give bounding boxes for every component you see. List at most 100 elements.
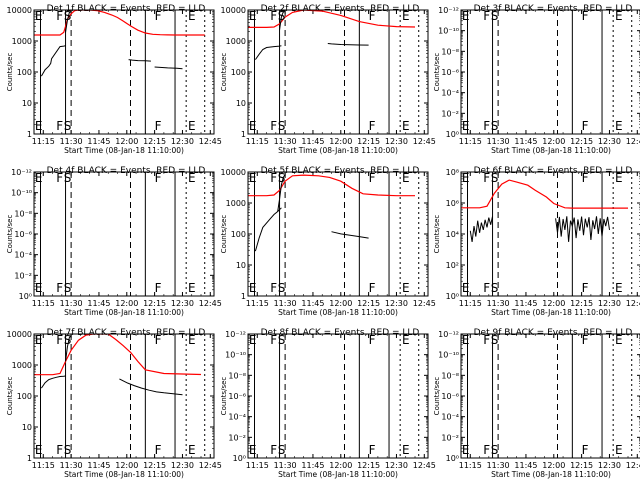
chart-panel-7: Det 7f BLACK = Events, RED = LLD 1 10 100 10… bbox=[6, 328, 222, 479]
interval-marker-label-2: F bbox=[270, 119, 277, 133]
events-series-line-4 bbox=[128, 59, 151, 62]
y-tick-label: 10⁻⁶ bbox=[228, 392, 246, 401]
x-tick-label: 11:45 bbox=[301, 299, 324, 308]
x-tick-label: 12:15 bbox=[143, 461, 166, 470]
x-tick-label: 12:15 bbox=[570, 137, 593, 146]
x-tick-label: 12:30 bbox=[171, 461, 194, 470]
y-tick-label: 10000 bbox=[7, 6, 32, 15]
plot-frame bbox=[247, 333, 429, 459]
x-tick-label: 11:30 bbox=[487, 137, 510, 146]
x-tick-label: 11:15 bbox=[32, 461, 55, 470]
x-tick-label: 12:45 bbox=[199, 461, 222, 470]
x-tick-label: 11:15 bbox=[459, 461, 482, 470]
x-tick-label: 12:00 bbox=[115, 137, 138, 146]
interval-marker-label-top-5: E bbox=[615, 9, 623, 23]
interval-marker-label-3: S bbox=[64, 281, 72, 295]
x-tick-label: 12:00 bbox=[115, 299, 138, 308]
chart-title: Det 3f BLACK = Events, RED = LLD bbox=[474, 4, 633, 14]
interval-marker-label-3: S bbox=[491, 119, 499, 133]
y-tick-label: 10⁻⁸ bbox=[14, 209, 32, 218]
interval-marker-label-4: F bbox=[369, 119, 376, 133]
interval-marker-label-top-2: F bbox=[56, 9, 63, 23]
x-axis-label: Start Time (08-Jan-18 11:10:00) bbox=[64, 470, 184, 479]
interval-marker-label-top-3: S bbox=[64, 171, 72, 185]
interval-marker-label-5: E bbox=[402, 281, 410, 295]
interval-marker-label-top-4: F bbox=[369, 171, 376, 185]
lld-series-line-1 bbox=[461, 179, 628, 209]
interval-marker-label-top-2: F bbox=[483, 171, 490, 185]
x-tick-label: 12:30 bbox=[385, 299, 408, 308]
events-series-line-2 bbox=[254, 45, 282, 60]
x-tick-label: 11:45 bbox=[301, 461, 324, 470]
interval-marker-label-1: E bbox=[35, 281, 43, 295]
x-tick-label: 11:15 bbox=[246, 461, 269, 470]
y-tick-label: 10 bbox=[236, 261, 246, 270]
x-tick-label: 11:30 bbox=[487, 461, 510, 470]
x-tick-label: 11:15 bbox=[459, 299, 482, 308]
interval-marker-label-top-1: E bbox=[462, 171, 470, 185]
interval-marker-label-top-2: F bbox=[56, 333, 63, 347]
x-tick-label: 12:00 bbox=[329, 299, 352, 308]
plot-frame bbox=[33, 171, 215, 297]
interval-marker-label-2: F bbox=[270, 443, 277, 457]
chart-title: Det 8f BLACK = Events, RED = LLD bbox=[261, 328, 420, 338]
interval-marker-label-4: F bbox=[155, 281, 162, 295]
chart-panel-1: Det 1f BLACK = Events, RED = LLD 1 10 100 10… bbox=[6, 4, 222, 155]
y-tick-label: 10000 bbox=[7, 330, 32, 339]
chart-panel-3: Det 3f BLACK = Events, RED = LLD 10⁰ 10⁻² 1… bbox=[433, 4, 640, 155]
interval-marker-label-5: E bbox=[402, 443, 410, 457]
plot-frame bbox=[460, 9, 640, 135]
x-tick-label: 12:30 bbox=[385, 461, 408, 470]
interval-marker-label-2: F bbox=[483, 443, 490, 457]
x-tick-label: 11:30 bbox=[60, 461, 83, 470]
interval-marker-label-3: S bbox=[278, 119, 286, 133]
events-series-line-3 bbox=[279, 10, 286, 31]
x-tick-label: 12:15 bbox=[570, 299, 593, 308]
interval-marker-label-4: F bbox=[369, 281, 376, 295]
y-tick-label: 10 bbox=[22, 99, 32, 108]
lld-series-line-1 bbox=[248, 10, 416, 28]
interval-marker-label-1: E bbox=[462, 281, 470, 295]
y-tick-label: 10⁻⁸ bbox=[228, 371, 246, 380]
y-tick-label: 10000 bbox=[221, 168, 246, 177]
y-tick-label: 10⁻¹² bbox=[225, 330, 246, 339]
interval-marker-label-top-3: S bbox=[278, 9, 286, 23]
x-tick-label: 12:15 bbox=[143, 299, 166, 308]
interval-marker-label-top-3: S bbox=[491, 171, 499, 185]
chart-panel-4: Det 4f BLACK = Events, RED = LLD 10⁰ 10⁻² 1… bbox=[6, 166, 222, 317]
series-group bbox=[34, 334, 202, 396]
interval-marker-label-1: E bbox=[462, 443, 470, 457]
x-tick-label: 12:45 bbox=[626, 299, 640, 308]
interval-marker-label-top-4: F bbox=[369, 9, 376, 23]
events-series-line-5 bbox=[154, 66, 183, 70]
chart-title: Det 2f BLACK = Events, RED = LLD bbox=[261, 4, 420, 14]
x-axis-label: Start Time (08-Jan-18 11:10:00) bbox=[64, 308, 184, 317]
series-group bbox=[248, 174, 415, 252]
y-tick-label: 10⁶ bbox=[446, 199, 459, 208]
x-tick-label: 12:15 bbox=[143, 137, 166, 146]
chart-title: Det 7f BLACK = Events, RED = LLD bbox=[47, 328, 206, 338]
y-tick-label: 10⁴ bbox=[446, 230, 459, 239]
x-tick-label: 12:30 bbox=[171, 137, 194, 146]
interval-marker-label-top-5: E bbox=[188, 9, 196, 23]
plot-frame bbox=[460, 171, 640, 297]
interval-marker-label-top-1: E bbox=[462, 9, 470, 23]
lld-series-line-1 bbox=[248, 174, 415, 197]
interval-marker-label-top-1: E bbox=[462, 333, 470, 347]
interval-marker-label-top-5: E bbox=[615, 333, 623, 347]
y-tick-label: 10⁻⁴ bbox=[441, 413, 459, 422]
x-tick-label: 11:15 bbox=[246, 137, 269, 146]
x-tick-label: 11:45 bbox=[514, 299, 537, 308]
series-group bbox=[461, 179, 628, 242]
y-tick-label: 10⁻⁶ bbox=[441, 392, 459, 401]
y-tick-label: 10⁻⁶ bbox=[14, 230, 32, 239]
interval-marker-label-top-4: F bbox=[155, 9, 162, 23]
interval-marker-label-top-1: E bbox=[35, 333, 43, 347]
x-tick-label: 11:45 bbox=[301, 137, 324, 146]
interval-marker-label-top-5: E bbox=[402, 9, 410, 23]
series-group bbox=[34, 10, 205, 77]
interval-marker-label-top-1: E bbox=[35, 9, 43, 23]
interval-marker-label-5: E bbox=[188, 443, 196, 457]
y-tick-label: 10⁰ bbox=[446, 454, 459, 463]
